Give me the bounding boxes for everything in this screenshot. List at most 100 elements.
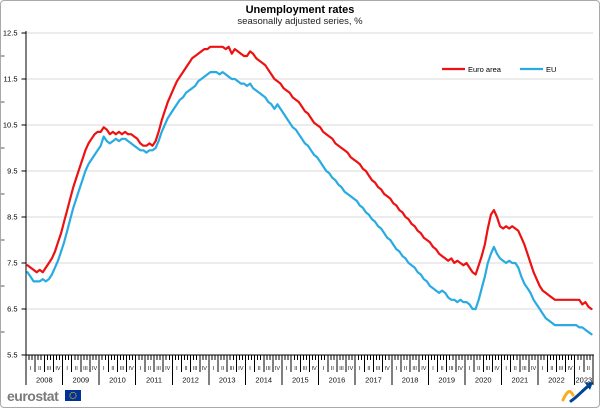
series-line-euro-area [26,45,593,311]
year-label: 2023 [576,376,593,385]
y-tick-label: 12.5 [3,29,18,38]
quarter-label: III [522,366,527,372]
quarter-label: I [103,366,105,372]
series-line-eu [26,70,593,336]
quarter-label: III [193,366,198,372]
year-label: 2022 [548,376,565,385]
quarter-label: I [66,366,68,372]
year-label: 2018 [402,376,419,385]
trend-arrow-blue-swoosh [569,384,591,403]
quarter-label: IV [311,366,317,372]
quarter-label: I [542,366,544,372]
eurostat-logo: eurostat [7,388,59,404]
quarter-label: II [38,366,42,372]
quarter-label: II [550,366,554,372]
y-tick-label: 9.5 [7,167,17,176]
year-label: 2011 [146,376,162,385]
eu-flag-field [65,390,81,401]
quarter-label: I [213,366,215,372]
quarter-label: I [579,366,581,372]
year-label: 2010 [109,376,126,385]
quarter-label: III [266,366,271,372]
quarter-label: IV [275,366,281,372]
quarter-label: IV [531,366,537,372]
year-label: 2020 [475,376,492,385]
eu-flag-icon [65,390,81,401]
quarter-label: I [432,366,434,372]
quarter-label: I [359,366,361,372]
quarter-label: IV [202,366,208,372]
quarter-label: I [505,366,507,372]
trend-arrow-yellow-swoosh [561,390,575,402]
quarter-label: III [376,366,381,372]
gridlines [26,32,593,310]
year-label: 2021 [511,376,528,385]
trend-arrow-logo [561,382,593,403]
year-label: 2009 [73,376,90,385]
title-block: Unemployment rates seasonally adjusted s… [1,4,599,28]
year-label: 2014 [255,376,272,385]
series-lines [26,45,593,336]
quarter-label: II [514,366,518,372]
quarter-label: IV [55,366,61,372]
quarter-label: III [412,366,417,372]
quarter-label: IV [494,366,500,372]
year-label: 2016 [329,376,346,385]
quarter-label: IV [385,366,391,372]
quarter-label: II [221,366,225,372]
quarter-label: III [156,366,161,372]
quarter-label: IV [129,366,135,372]
quarter-label: III [120,366,125,372]
quarter-label: II [148,366,152,372]
quarter-label: II [185,366,189,372]
chart-subtitle: seasonally adjusted series, % [237,15,363,27]
quarter-label: IV [458,366,464,372]
quarter-label: II [294,366,298,372]
quarter-label: II [75,366,79,372]
eu-flag-stars [69,391,77,400]
quarter-label: I [322,366,324,372]
year-label: 2017 [365,376,382,385]
quarter-label: IV [238,366,244,372]
legend: Euro area EU [442,65,556,74]
quarter-label: II [111,366,115,372]
legend-label-eu: EU [546,65,556,74]
quarter-label: II [331,366,335,372]
y-tick-label: 6.5 [7,305,17,314]
y-tick-label: 5.5 [7,351,17,360]
quarter-label: I [30,366,32,372]
quarter-label: III [229,366,234,372]
year-label: 2008 [36,376,53,385]
y-tick-label: 11.5 [3,75,17,84]
year-label: 2013 [219,376,236,385]
y-tick-label: 10.5 [3,121,18,130]
quarter-label: IV [348,366,354,372]
quarter-label: II [404,366,408,372]
quarter-label: IV [165,366,171,372]
quarter-label: I [140,366,142,372]
chart-title: Unemployment rates [245,4,355,16]
legend-label-euro-area: Euro area [468,65,502,74]
y-tick-label: 8.5 [7,213,17,222]
quarter-label: III [47,366,52,372]
quarter-label: II [258,366,262,372]
quarter-label: I [249,366,251,372]
quarter-label: IV [568,366,574,372]
quarter-label: III [486,366,491,372]
quarter-label: III [559,366,564,372]
year-label: 2015 [292,376,309,385]
quarter-label: IV [92,366,98,372]
year-label: 2012 [182,376,199,385]
y-tick-label: 7.5 [7,259,17,268]
year-label: 2019 [438,376,455,385]
quarter-label: II [441,366,445,372]
quarter-label: III [449,366,454,372]
quarter-label: III [339,366,344,372]
quarter-label: II [587,366,591,372]
quarter-label: I [176,366,178,372]
quarter-label: I [469,366,471,372]
quarter-label: II [477,366,481,372]
